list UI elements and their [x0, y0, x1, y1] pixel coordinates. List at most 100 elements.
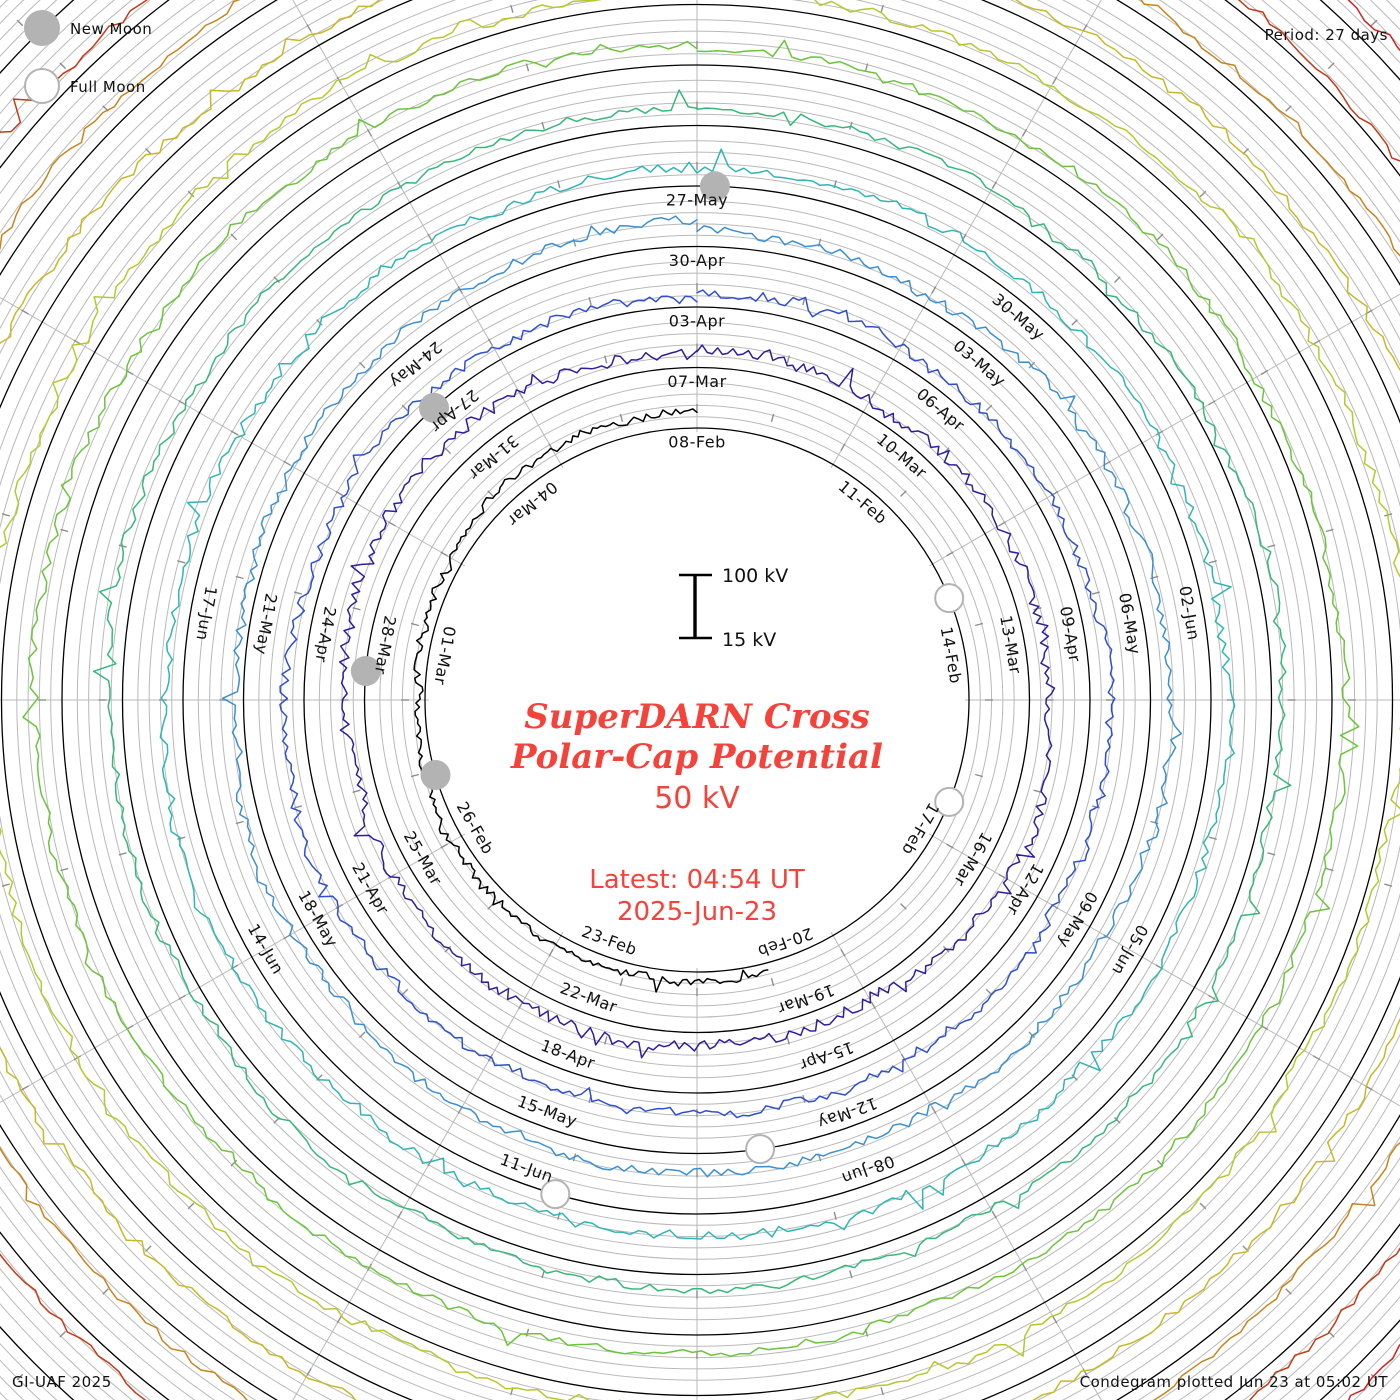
- ring-tick: [440, 551, 448, 557]
- latest-date-label: 2025-Jun-23: [617, 897, 777, 927]
- ring-tick: [1021, 1263, 1028, 1272]
- ring-date-label: 11-Jun: [498, 1150, 556, 1187]
- data-trace: [279, 289, 1116, 1119]
- ring-tick: [849, 1270, 853, 1279]
- ring-tick: [235, 820, 244, 825]
- ring-tick: [619, 413, 624, 422]
- ring-baseline: [182, 185, 1212, 1215]
- ring-tick: [16, 19, 24, 27]
- page-title-line2: Polar-Cap Potential: [510, 737, 883, 777]
- ring-tick: [557, 180, 561, 189]
- ring-tick: [604, 355, 608, 364]
- latest-time-label: Latest: 04:54 UT: [589, 865, 805, 895]
- ring-date-label: 22-Mar: [558, 978, 620, 1016]
- ring-baseline: [424, 427, 970, 973]
- full-moon-icon: [24, 68, 60, 104]
- credit-right: Condegram plotted Jun 23 at 05:02 UT: [1080, 1373, 1389, 1391]
- ring-tick: [335, 903, 344, 910]
- ring-tick: [444, 945, 452, 953]
- ring-tick: [60, 867, 69, 872]
- ring-tick: [352, 607, 361, 611]
- ring-date-label: 21-May: [251, 592, 281, 657]
- ring-baseline: [61, 64, 1333, 1336]
- ring-date-label: 20-Feb: [755, 924, 816, 962]
- ring-tick: [770, 978, 775, 987]
- data-trace: [338, 344, 1056, 1059]
- ring-tick: [998, 521, 1007, 527]
- ring-tick: [985, 404, 993, 412]
- ring-tick: [59, 1330, 67, 1338]
- ring-tick: [1, 883, 10, 887]
- ring-tick: [230, 1159, 238, 1167]
- ring-date-label: 01-Mar: [430, 625, 459, 687]
- ring-tick: [1199, 190, 1207, 198]
- ring-date-label: 08-Feb: [668, 433, 725, 452]
- ring-tick: [864, 63, 869, 72]
- grid-spoke: [0, 833, 466, 1104]
- ring-tick: [177, 836, 186, 840]
- grid-spoke: [830, 0, 1102, 469]
- ring-tick: [1208, 994, 1216, 1000]
- ring-tick: [525, 63, 530, 72]
- moon-phase-markers: [350, 171, 965, 1210]
- ring-tick: [931, 286, 937, 294]
- ring-tick: [283, 460, 291, 466]
- grid-spoke: [0, 296, 466, 567]
- ring-tick: [397, 1211, 403, 1219]
- credit-left: GI-UAF 2025: [12, 1373, 112, 1391]
- ring-date-label: 27-May: [666, 191, 728, 210]
- ring-tick: [294, 805, 303, 809]
- ring-tick: [358, 1031, 366, 1039]
- ring-date-label: 23-Feb: [579, 922, 640, 960]
- ring-tick: [1208, 560, 1217, 564]
- ring-tick: [1285, 1288, 1292, 1295]
- ring-tick: [366, 128, 373, 137]
- ring-tick: [178, 994, 186, 1000]
- ring-date-label: 17-Jun: [192, 585, 220, 642]
- ring-tick: [518, 390, 524, 399]
- grid-spoke: [928, 293, 1400, 567]
- ring-tick: [316, 319, 323, 326]
- ring-date-label: 21-Apr: [348, 859, 393, 917]
- ring-tick: [410, 773, 419, 778]
- ring-tick: [541, 121, 545, 130]
- ring-baseline: [242, 245, 1152, 1155]
- ring-tick: [572, 238, 577, 247]
- ring-tick: [946, 551, 954, 557]
- ring-date-label: 05-Jun: [1108, 921, 1152, 978]
- ring-tick: [1384, 883, 1393, 887]
- ring-tick: [1082, 1368, 1088, 1376]
- ring-baseline: [363, 366, 1031, 1034]
- ring-tick: [1325, 867, 1334, 872]
- grid-spoke: [830, 931, 1102, 1400]
- ring-date-label: 25-Mar: [400, 828, 446, 889]
- ring-tick: [998, 873, 1007, 879]
- ring-tick: [1155, 430, 1164, 436]
- ring-tick: [306, 24, 312, 32]
- ring-date-label: 28-Mar: [371, 614, 400, 676]
- ring-tick: [21, 1085, 29, 1091]
- ring-tick: [1285, 105, 1292, 112]
- ring-tick: [1312, 339, 1321, 345]
- ring-tick: [900, 490, 907, 497]
- ring-tick: [487, 490, 494, 497]
- ring-tick: [548, 949, 554, 957]
- ring-tick: [1052, 1315, 1058, 1324]
- ring-tick: [1208, 400, 1216, 406]
- ring-tick: [900, 903, 907, 910]
- ring-tick: [178, 400, 186, 406]
- ring-tick: [1114, 276, 1121, 283]
- ring-tick: [145, 148, 152, 155]
- ring-tick: [991, 1211, 997, 1219]
- ring-baseline: [0, 3, 1394, 1397]
- grid-spoke: [292, 0, 564, 469]
- full-moon-icon: [540, 1179, 571, 1210]
- ring-tick: [619, 978, 624, 987]
- ring-tick: [880, 1387, 884, 1396]
- ring-tick: [21, 309, 29, 315]
- ring-tick: [410, 622, 419, 627]
- ring-tick: [1033, 789, 1042, 793]
